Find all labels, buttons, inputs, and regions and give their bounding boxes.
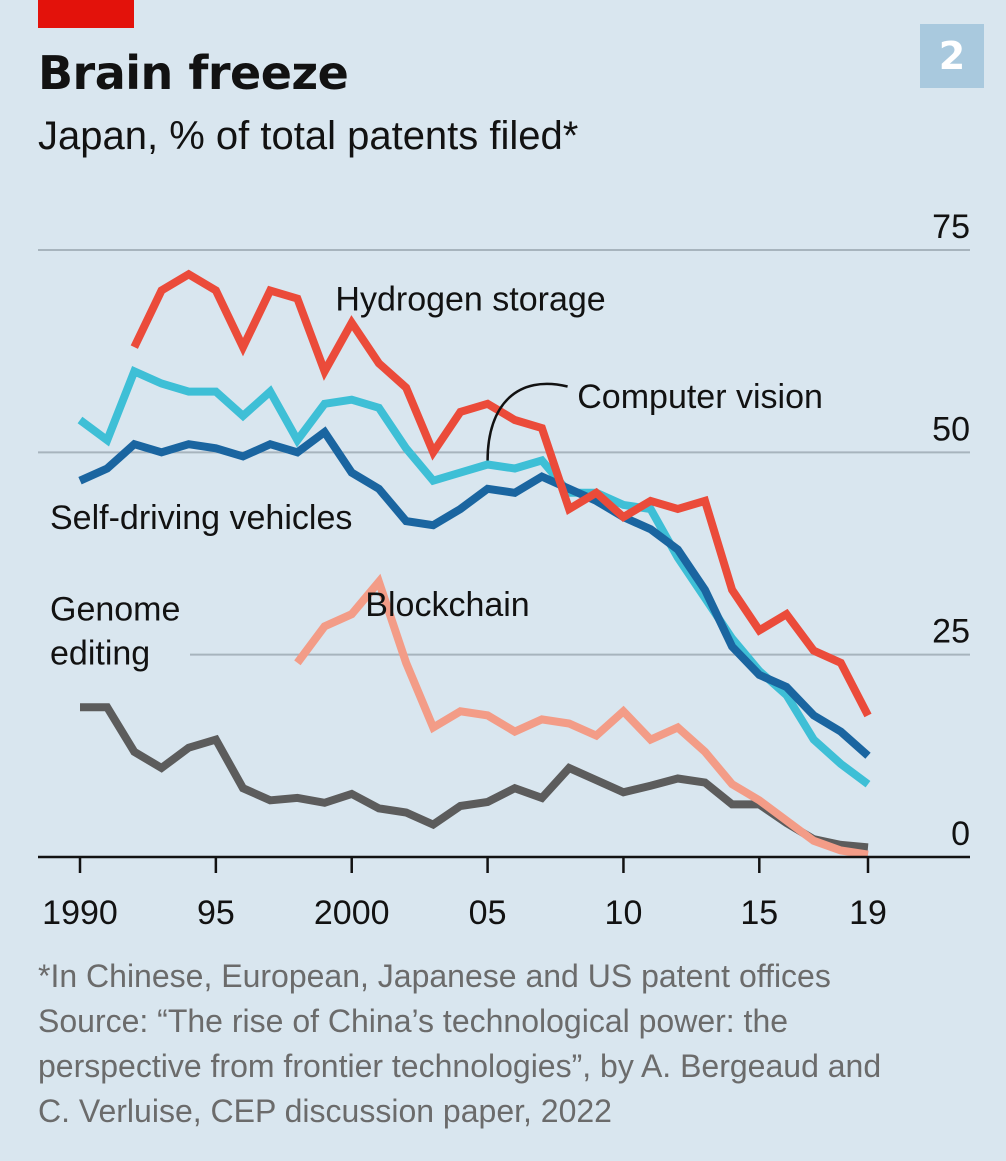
series-label-self-driving-vehicles: Self-driving vehicles [50, 499, 352, 537]
x-tick-label-1995: 95 [197, 894, 235, 932]
y-tick-label-0: 0 [951, 815, 970, 853]
x-tick-label-2005: 05 [469, 894, 507, 932]
source-line-1: Source: “The rise of China’s technologic… [38, 1003, 789, 1039]
series-line-blockchain [294, 573, 869, 859]
y-tick-label-25: 25 [932, 613, 970, 651]
series-label-hydrogen-storage: Hydrogen storage [335, 281, 605, 319]
y-tick-label-50: 50 [932, 410, 970, 448]
series-line-self-driving-vehicles [78, 426, 871, 759]
series-label-blockchain: Blockchain [365, 586, 529, 624]
series-line-computer-vision [77, 366, 871, 788]
x-tick-label-2015: 15 [740, 894, 778, 932]
x-tick-label-2019: 19 [849, 894, 887, 932]
chart-subtitle: Japan, % of total patents filed* [38, 114, 579, 158]
brand-tag [38, 0, 134, 28]
footnote: *In Chinese, European, Japanese and US p… [38, 958, 831, 994]
x-tick-label-2010: 10 [605, 894, 643, 932]
chart-number-badge: 2 [920, 24, 984, 88]
x-tick-label-1990: 1990 [42, 894, 118, 932]
series-label-genome-editing: Genome editing [50, 591, 180, 673]
chart-title: Brain freeze [38, 46, 349, 100]
footnote-block: *In Chinese, European, Japanese and US p… [38, 954, 978, 1134]
line-chart: 0 25 50 75 Hydrogen storage Computer vision S… [38, 208, 970, 932]
x-tick-label-2000: 2000 [314, 894, 390, 932]
source-line-3: C. Verluise, CEP discussion paper, 2022 [38, 1093, 612, 1129]
series-line-hydrogen-storage [130, 269, 872, 718]
source-line-2: perspective from frontier technologies”,… [38, 1048, 882, 1084]
series-line-genome-editing [80, 703, 869, 852]
y-tick-label-75: 75 [932, 208, 970, 246]
computer-vision-callout-line [486, 382, 568, 461]
series-label-computer-vision: Computer vision [577, 378, 823, 416]
